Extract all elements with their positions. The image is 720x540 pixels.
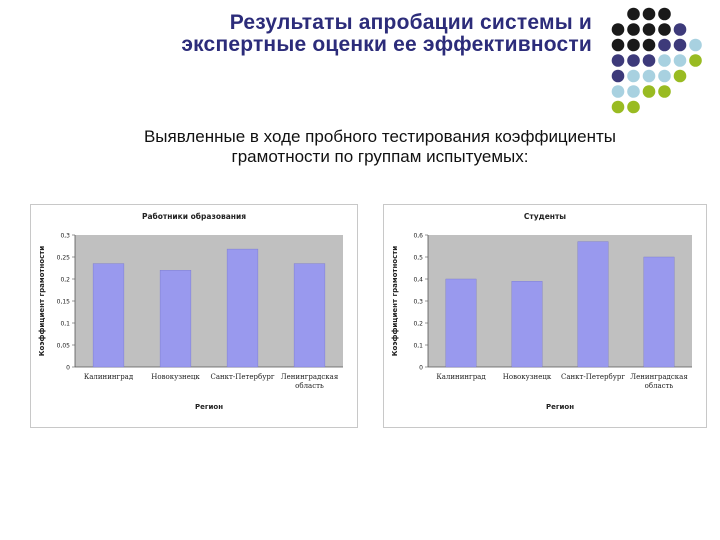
decor-dot-green (611, 100, 625, 114)
chart0-bar (226, 248, 259, 368)
chart-education-workers: Работники образования 0,3 0,25 0,2 0,15 0,1 0,… (30, 204, 358, 428)
decor-dot-black (627, 23, 640, 36)
decor-dot-purple (627, 54, 640, 67)
chart0-y-tick-label: 0,15 (57, 299, 71, 306)
decor-dot-lightblue (611, 85, 625, 98)
decor-dot-green (673, 69, 687, 83)
chart1-x-axis-label: Регион (546, 403, 574, 411)
chart1-y-tick-label: 0,2 (413, 321, 423, 328)
chart1-x-tick-label: область (645, 382, 674, 390)
decor-dot-lightblue (658, 54, 671, 67)
chart1-bar (643, 256, 675, 368)
chart0-title: Работники образования (142, 212, 246, 221)
chart1-x-tick-label: Ленинградская (630, 373, 688, 381)
decor-dot-purple (658, 38, 671, 52)
decor-dot-black (642, 7, 656, 21)
decor-dot-purple (642, 54, 656, 67)
chart0-bar (293, 263, 326, 368)
chart-education-workers-svg: Работники образования 0,3 0,25 0,2 0,15 0,1 0,… (38, 212, 343, 411)
decor-dot-green (627, 100, 640, 114)
decor-dot-lightblue (627, 85, 640, 98)
chart1-bar (445, 278, 477, 368)
decor-dot-black (658, 7, 671, 21)
decor-dot-black (642, 38, 656, 52)
chart0-y-tick-label: 0,05 (57, 343, 71, 350)
chart0-y-tick-label: 0,2 (60, 277, 70, 284)
chart0-y-tick-label: 0 (66, 365, 70, 372)
slide-subtitle: Выявленные в ходе пробного тестирования … (70, 127, 690, 167)
chart1-y-tick-label: 0,4 (413, 277, 423, 284)
chart0-x-tick-label: Калининград (84, 373, 134, 381)
decor-dot-black (611, 38, 625, 52)
decor-dot-purple (611, 69, 625, 83)
decor-dot-black (642, 23, 656, 36)
chart0-bar (92, 263, 125, 368)
decor-dot-black (658, 23, 671, 36)
decor-dot-lightblue (673, 54, 687, 67)
decor-dot-purple (673, 23, 687, 36)
decor-dot-green (642, 85, 656, 98)
chart1-bar (511, 280, 543, 368)
chart1-y-tick-label: 0,6 (413, 233, 423, 240)
chart0-y-tick-label: 0,3 (60, 233, 70, 240)
slide-subtitle-line-2: грамотности по группам испытуемых: (231, 147, 529, 166)
decor-dot-purple (673, 38, 687, 52)
chart1-x-tick-label: Калининград (436, 373, 486, 381)
chart1-x-tick-label: Санкт-Петербург (561, 373, 625, 381)
decor-dot-black (611, 23, 625, 36)
chart0-y-axis-label: Коэффициент грамотности (38, 246, 46, 356)
chart1-title: Студенты (524, 212, 566, 221)
decor-dot-green (689, 54, 702, 67)
chart-students: Студенты 0,6 0,5 0,4 0,3 0,2 0,1 0 Калининград Но… (383, 204, 707, 428)
chart1-y-axis-label: Коэффициент грамотности (391, 246, 399, 356)
decor-dot-lightblue (689, 38, 702, 52)
slide-title-line-2: экспертные оценки ее эффективности (181, 33, 592, 56)
slide-title: Результаты апробации системы и экспертны… (181, 12, 592, 56)
chart1-y-tick-label: 0 (419, 365, 423, 372)
chart0-y-tick-label: 0,1 (60, 321, 70, 328)
chart0-y-tick-label: 0,25 (57, 255, 71, 262)
chart0-x-tick-label: область (295, 382, 324, 390)
chart1-y-tick-label: 0,1 (413, 343, 423, 350)
slide-subtitle-line-1: Выявленные в ходе пробного тестирования … (143, 127, 617, 146)
chart0-bar (159, 269, 192, 368)
decor-dot-lightblue (642, 69, 656, 83)
decor-dot-purple (611, 54, 625, 67)
chart0-x-tick-label: Новокузнецк (151, 373, 200, 381)
chart0-x-tick-label: Ленинградская (281, 373, 339, 381)
chart1-y-tick-label: 0,3 (413, 299, 423, 306)
chart-students-svg: Студенты 0,6 0,5 0,4 0,3 0,2 0,1 0 Калининград Но… (391, 212, 692, 411)
decor-dot-lightblue (658, 69, 671, 83)
chart0-x-axis-label: Регион (195, 403, 223, 411)
decor-dot-green (658, 85, 671, 98)
chart1-bar (577, 241, 609, 368)
decor-dot-lightblue (627, 69, 640, 83)
chart1-x-tick-label: Новокузнецк (503, 373, 552, 381)
slide-title-line-1: Результаты апробации системы и (229, 11, 592, 34)
chart0-x-tick-label: Санкт-Петербург (210, 373, 274, 381)
decor-dot-black (627, 38, 640, 52)
decor-dot-black (627, 7, 640, 21)
chart1-y-tick-label: 0,5 (413, 255, 423, 262)
